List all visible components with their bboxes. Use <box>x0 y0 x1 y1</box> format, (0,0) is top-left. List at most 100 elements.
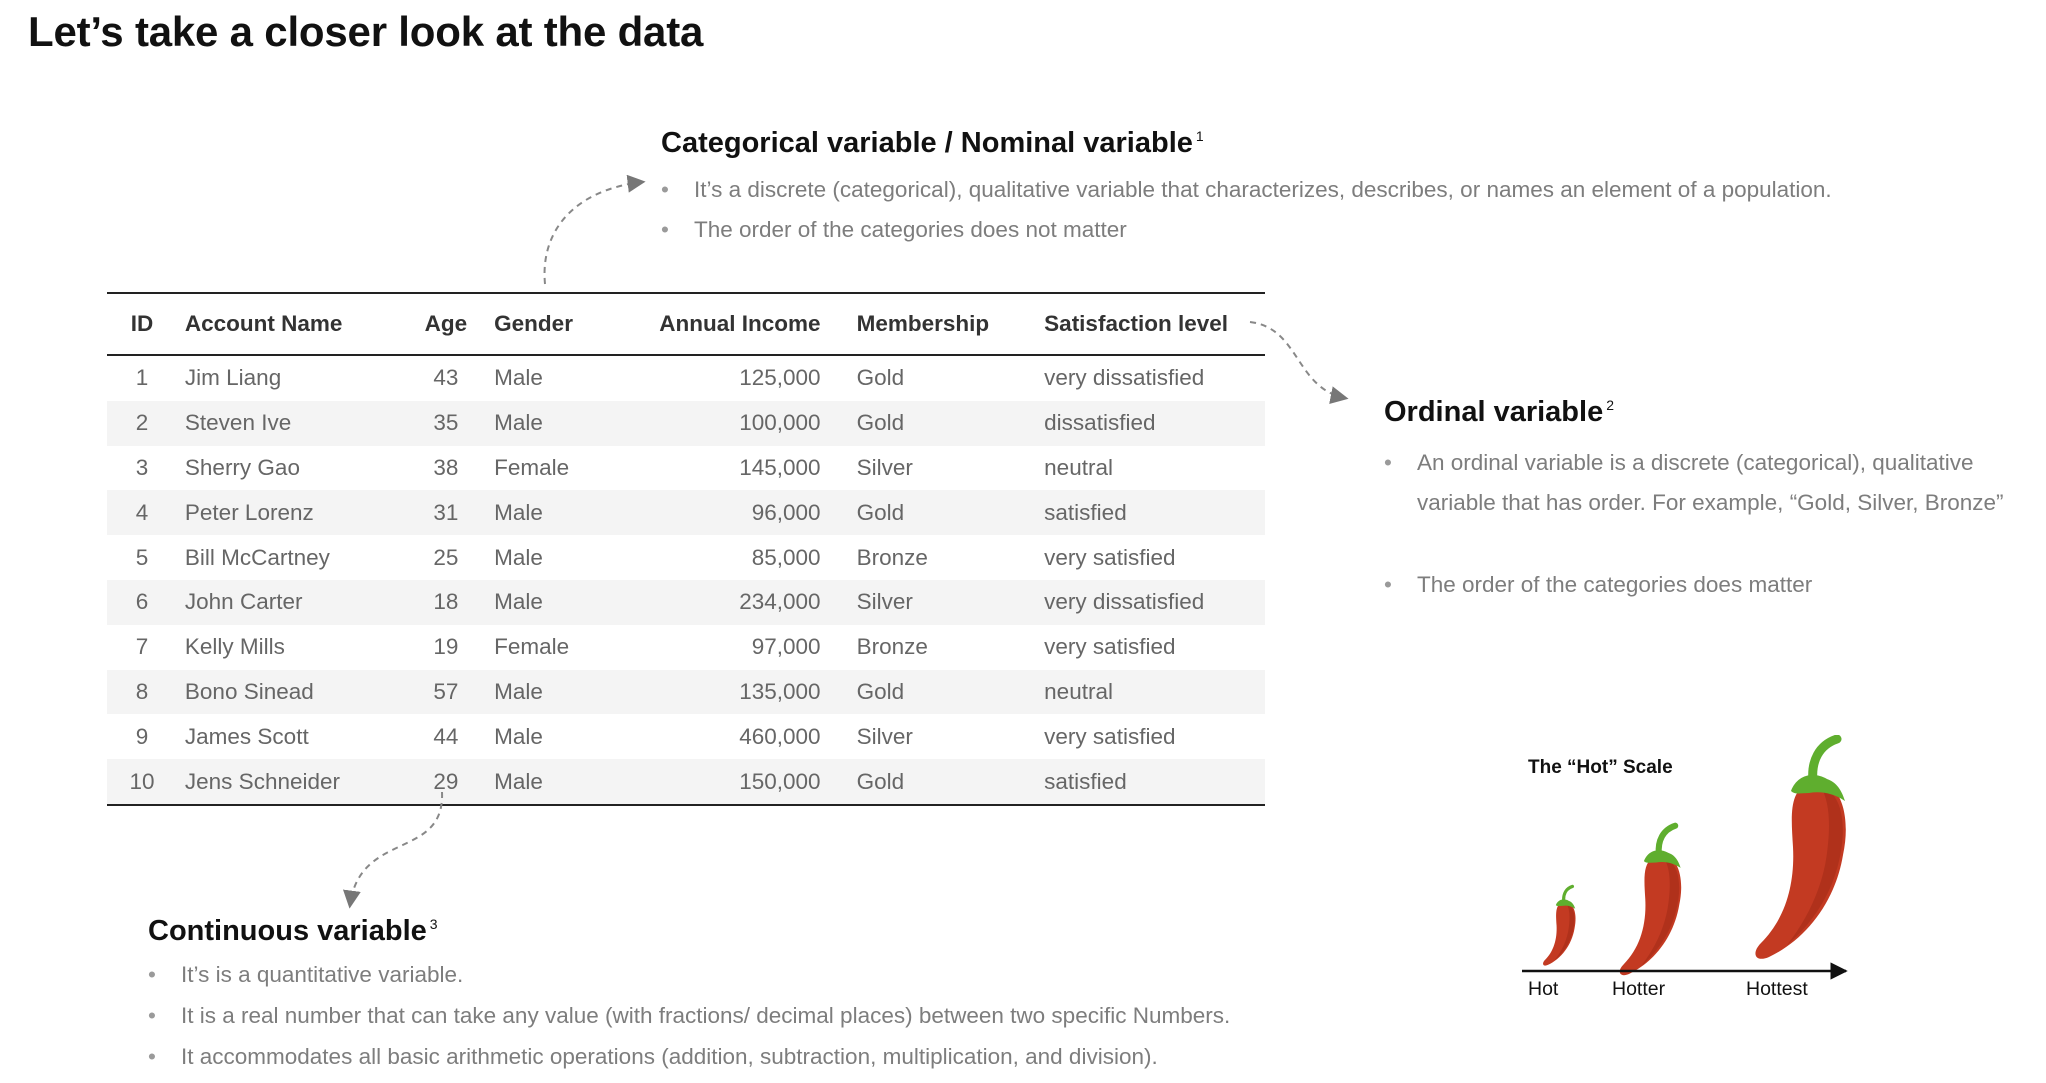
cell-annual-income: 97,000 <box>751 634 821 660</box>
cell-id: 8 <box>107 669 177 715</box>
cell-id: 1 <box>135 365 149 391</box>
cell-account-name: Peter Lorenz <box>176 490 406 536</box>
continuous-variable-title: Continuous variable 3 <box>148 915 438 948</box>
bullet-item: It accommodates all basic arithmetic ope… <box>148 1042 1348 1083</box>
cell-annual-income: 460,000 <box>739 723 821 749</box>
cell-satisfaction-level: satisfied <box>1036 759 1265 805</box>
bullet-item: The order of the categories does not mat… <box>661 215 1861 255</box>
continuous-variable-bullets: It’s is a quantitative variable. It is a… <box>148 960 1348 1083</box>
cell-annual-income: 125,000 <box>739 365 821 391</box>
cell-membership: Silver <box>856 454 913 480</box>
table-row: 6 John Carter 18 Male 234,000 Silver very diss… <box>107 579 1265 625</box>
hot-scale-title: The “Hot” Scale <box>1528 757 1673 778</box>
arrow-age-to-continuous <box>343 791 444 909</box>
cell-id: 4 <box>107 490 177 536</box>
table-row: 4 Peter Lorenz 31 Male 96,000 Gold satisfied <box>107 490 1265 536</box>
table-row: 8 Bono Sinead 57 Male 135,000 Gold neutral <box>107 669 1265 715</box>
bullet-item: The order of the categories does matter <box>1384 565 2024 605</box>
cell-age: 18 <box>405 579 487 625</box>
cell-annual-income: 150,000 <box>640 759 829 805</box>
cell-id: 2 <box>107 400 177 446</box>
cell-satisfaction-level: satisfied <box>1036 490 1265 536</box>
bullet-item: It’s a discrete (categorical), qualitati… <box>661 175 1861 215</box>
column-header-membership: Membership <box>828 293 1037 356</box>
cell-gender: Male <box>494 544 543 570</box>
cell-account-name: Jens Schneider <box>176 759 406 805</box>
cell-satisfaction-level: very dissatisfied <box>1044 365 1205 391</box>
bullet-item: An ordinal variable is a discrete (categ… <box>1384 443 2024 523</box>
cell-gender: Female <box>494 454 570 480</box>
chili-pepper-icon <box>1543 884 1576 966</box>
continuous-variable-title-text: Continuous variable <box>148 915 427 947</box>
cell-membership: Gold <box>828 669 1037 715</box>
cell-satisfaction-level: very satisfied <box>1044 723 1176 749</box>
cell-account-name: John Carter <box>176 579 406 625</box>
cell-age: 31 <box>405 490 487 536</box>
table-row: 2 Steven Ive 35 Male 100,000 Gold dissatisfied <box>107 400 1265 446</box>
cell-account-name: Bono Sinead <box>176 669 406 715</box>
table-row: 5 Bill McCartney 25 Male 85,000 Bronze very sa… <box>107 535 1265 580</box>
cell-membership: Silver <box>828 579 1037 625</box>
cell-id: 6 <box>107 579 177 625</box>
cell-membership: Bronze <box>856 544 928 570</box>
cell-id: 5 <box>135 544 149 570</box>
cell-satisfaction-level: neutral <box>1036 669 1265 715</box>
table-body: 1 Jim Liang 43 Male 125,000 Gold very dissatis… <box>107 355 1265 805</box>
cell-age: 44 <box>433 723 459 749</box>
categorical-variable-title: Categorical variable / Nominal variable 1 <box>661 127 1204 160</box>
column-header-id: ID <box>107 293 177 356</box>
cell-gender: Male <box>494 365 543 391</box>
cell-membership: Gold <box>828 490 1037 536</box>
column-header-account-name: Account Name <box>176 293 406 356</box>
ordinal-variable-bullets: An ordinal variable is a discrete (categ… <box>1384 443 2024 647</box>
categorical-variable-title-text: Categorical variable / Nominal variable <box>661 127 1193 159</box>
categorical-variable-bullets: It’s a discrete (categorical), qualitati… <box>661 175 1861 255</box>
cell-account-name: Steven Ive <box>176 400 406 446</box>
cell-membership: Gold <box>828 400 1037 446</box>
cell-satisfaction-level: dissatisfied <box>1036 400 1265 446</box>
table-row: 1 Jim Liang 43 Male 125,000 Gold very dissatis… <box>107 355 1265 401</box>
table-row: 3 Sherry Gao 38 Female 145,000 Silver neutral <box>107 446 1265 491</box>
cell-id: 7 <box>135 634 149 660</box>
cell-age: 43 <box>433 365 459 391</box>
account-data-table: ID Account Name Age Gender Annual Income… <box>107 292 1265 806</box>
cell-age: 25 <box>433 544 459 570</box>
cell-account-name: James Scott <box>184 723 309 749</box>
cell-membership: Silver <box>856 723 913 749</box>
cell-membership: Gold <box>828 759 1037 805</box>
continuous-footnote: 3 <box>429 916 438 933</box>
cell-gender: Male <box>486 579 641 625</box>
cell-age: 19 <box>433 634 459 660</box>
cell-gender: Male <box>486 400 641 446</box>
bullet-item: It’s is a quantitative variable. <box>148 960 1348 1001</box>
cell-gender: Male <box>486 759 641 805</box>
cell-age: 57 <box>405 669 487 715</box>
hot-scale-label-hotter: Hotter <box>1612 978 1666 1000</box>
cell-id: 10 <box>107 759 177 805</box>
arrow-gender-to-categorical <box>543 174 646 285</box>
table-row: 9 James Scott 44 Male 460,000 Silver very sati… <box>107 714 1265 759</box>
categorical-footnote: 1 <box>1195 128 1204 145</box>
cell-satisfaction-level: very satisfied <box>1044 634 1176 660</box>
cell-gender: Male <box>486 490 641 536</box>
chili-pepper-icon <box>1619 822 1682 976</box>
cell-age: 35 <box>405 400 487 446</box>
column-header-annual-income: Annual Income <box>640 293 829 356</box>
column-header-satisfaction-level: Satisfaction level <box>1036 293 1265 356</box>
cell-annual-income: 96,000 <box>640 490 829 536</box>
cell-account-name: Jim Liang <box>184 365 282 391</box>
hot-scale-label-hottest: Hottest <box>1746 978 1808 1000</box>
slide-title: Let’s take a closer look at the data <box>28 8 704 55</box>
table-row: 10 Jens Schneider 29 Male 150,000 Gold satisfi… <box>107 759 1265 805</box>
bullet-item: It is a real number that can take any va… <box>148 1001 1348 1042</box>
cell-satisfaction-level: neutral <box>1044 454 1113 480</box>
cell-id: 9 <box>135 723 149 749</box>
ordinal-variable-title-text: Ordinal variable <box>1384 396 1604 428</box>
cell-account-name: Sherry Gao <box>184 454 300 480</box>
cell-satisfaction-level: very satisfied <box>1044 544 1176 570</box>
cell-membership: Gold <box>856 365 905 391</box>
cell-annual-income: 234,000 <box>640 579 829 625</box>
cell-annual-income: 135,000 <box>640 669 829 715</box>
column-header-gender: Gender <box>486 293 641 356</box>
table-row: 7 Kelly Mills 19 Female 97,000 Bronze very sat… <box>107 625 1265 670</box>
